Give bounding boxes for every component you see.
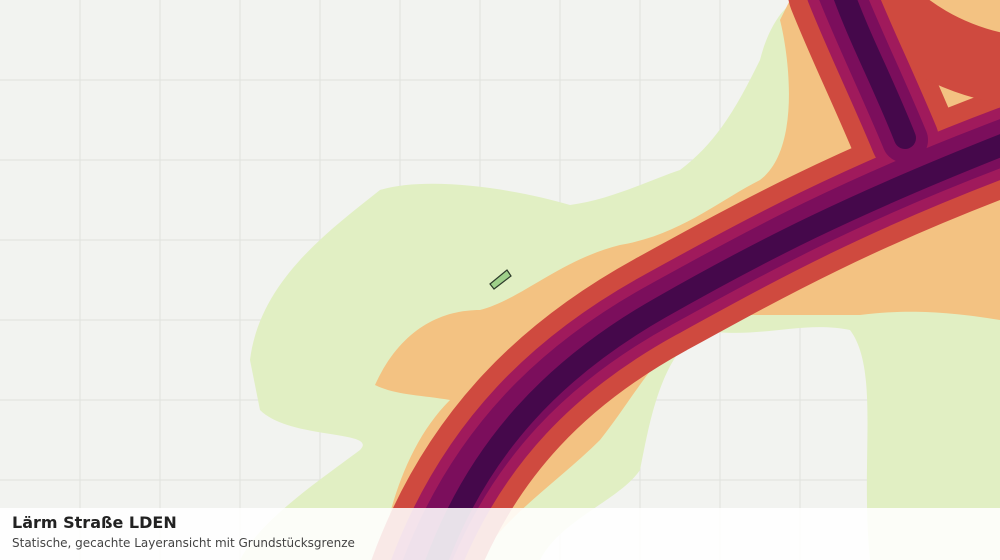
road-bands	[371, 0, 1000, 560]
layer-title: Lärm Straße LDEN	[12, 513, 177, 532]
parcel-boundary	[489, 269, 512, 290]
layer-subtitle: Statische, gecachte Layeransicht mit Gru…	[12, 536, 355, 550]
info-panel: Lärm Straße LDEN Statische, gecachte Lay…	[0, 508, 1000, 560]
